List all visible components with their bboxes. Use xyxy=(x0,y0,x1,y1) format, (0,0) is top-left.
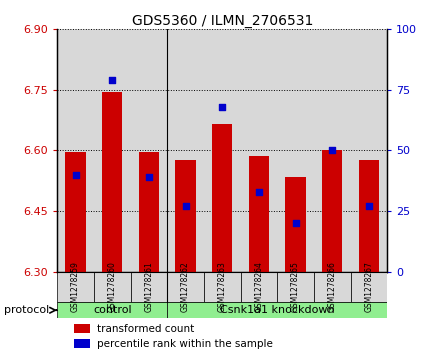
Text: Csnk1a1 knockdown: Csnk1a1 knockdown xyxy=(220,305,334,315)
Bar xyxy=(351,29,387,272)
Point xyxy=(145,174,152,180)
Bar xyxy=(212,124,232,272)
Bar xyxy=(167,29,204,272)
Text: percentile rank within the sample: percentile rank within the sample xyxy=(97,339,273,348)
Bar xyxy=(249,156,269,272)
Text: protocol: protocol xyxy=(4,305,50,315)
Bar xyxy=(286,177,306,272)
Text: GSM1278264: GSM1278264 xyxy=(254,261,264,312)
Bar xyxy=(176,160,196,272)
Text: transformed count: transformed count xyxy=(97,324,194,334)
Point xyxy=(182,203,189,209)
FancyBboxPatch shape xyxy=(241,272,277,302)
Text: GSM1278261: GSM1278261 xyxy=(144,261,154,312)
Title: GDS5360 / ILMN_2706531: GDS5360 / ILMN_2706531 xyxy=(132,14,313,28)
Bar xyxy=(94,29,131,272)
Text: GSM1278263: GSM1278263 xyxy=(218,261,227,312)
FancyBboxPatch shape xyxy=(351,272,387,302)
Point xyxy=(255,189,262,195)
Bar xyxy=(241,29,277,272)
Point xyxy=(109,77,116,83)
Point xyxy=(72,172,79,178)
FancyBboxPatch shape xyxy=(167,272,204,302)
Point xyxy=(329,147,336,153)
Text: GSM1278267: GSM1278267 xyxy=(364,261,374,312)
Bar xyxy=(359,160,379,272)
Bar xyxy=(314,29,351,272)
Bar xyxy=(74,324,90,333)
Text: control: control xyxy=(93,305,132,315)
Bar xyxy=(131,29,167,272)
Point xyxy=(365,203,372,209)
FancyBboxPatch shape xyxy=(314,272,351,302)
Text: GSM1278259: GSM1278259 xyxy=(71,261,80,312)
FancyBboxPatch shape xyxy=(131,272,167,302)
Bar xyxy=(277,29,314,272)
Text: GSM1278266: GSM1278266 xyxy=(328,261,337,312)
Bar xyxy=(74,339,90,348)
Bar xyxy=(139,152,159,272)
FancyBboxPatch shape xyxy=(94,272,131,302)
Text: GSM1278260: GSM1278260 xyxy=(108,261,117,312)
Bar xyxy=(66,152,86,272)
Bar xyxy=(204,29,241,272)
FancyBboxPatch shape xyxy=(57,302,167,318)
Bar xyxy=(57,29,94,272)
Bar xyxy=(322,150,342,272)
Point xyxy=(219,104,226,110)
FancyBboxPatch shape xyxy=(277,272,314,302)
Text: GSM1278265: GSM1278265 xyxy=(291,261,300,312)
FancyBboxPatch shape xyxy=(167,302,387,318)
Point xyxy=(292,220,299,226)
Bar xyxy=(102,92,122,272)
Text: GSM1278262: GSM1278262 xyxy=(181,261,190,312)
FancyBboxPatch shape xyxy=(204,272,241,302)
FancyBboxPatch shape xyxy=(57,272,94,302)
